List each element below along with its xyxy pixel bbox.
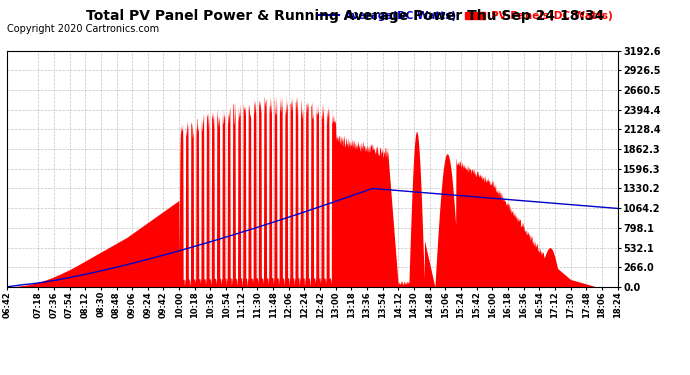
Text: Copyright 2020 Cartronics.com: Copyright 2020 Cartronics.com: [7, 24, 159, 34]
Legend: Average(DC Watts), PV Panels(DC Watts): Average(DC Watts), PV Panels(DC Watts): [318, 11, 612, 21]
Text: Total PV Panel Power & Running Average Power Thu Sep 24 18:34: Total PV Panel Power & Running Average P…: [86, 9, 604, 23]
